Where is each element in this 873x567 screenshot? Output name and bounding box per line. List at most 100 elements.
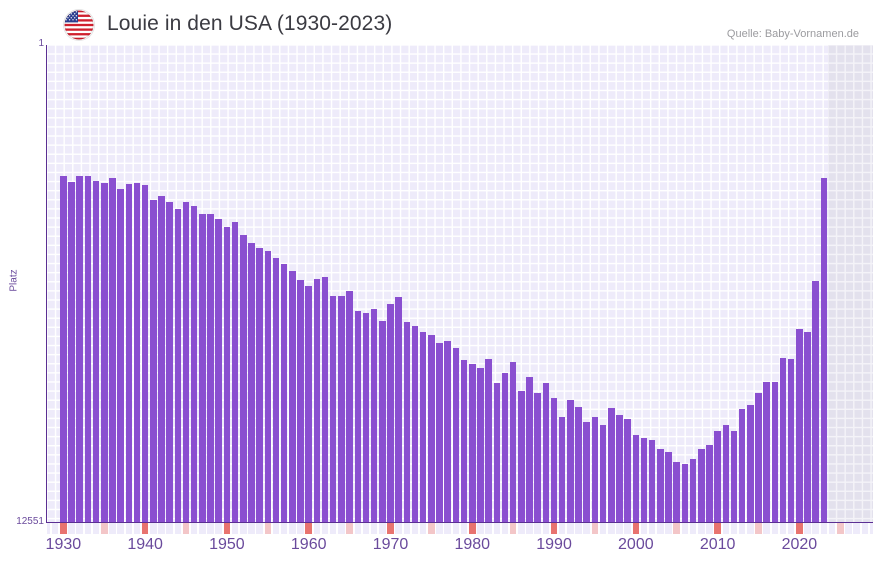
bar[interactable]: [100, 183, 108, 522]
bar[interactable]: [387, 303, 394, 522]
bar[interactable]: [436, 342, 443, 522]
bar[interactable]: [313, 279, 321, 522]
bar[interactable]: [452, 347, 460, 522]
bar[interactable]: [599, 425, 607, 522]
bar[interactable]: [305, 286, 312, 522]
bar[interactable]: [583, 422, 591, 522]
bar[interactable]: [289, 271, 296, 522]
bar[interactable]: [665, 452, 672, 522]
bar[interactable]: [125, 184, 133, 522]
bar[interactable]: [223, 227, 231, 522]
x-tick-cell: [264, 523, 272, 534]
bar[interactable]: [509, 362, 517, 522]
bar[interactable]: [240, 235, 247, 522]
bar[interactable]: [714, 430, 721, 522]
bar[interactable]: [215, 219, 222, 522]
bar[interactable]: [697, 448, 705, 522]
bar[interactable]: [338, 295, 345, 522]
bar[interactable]: [591, 417, 599, 522]
bar[interactable]: [730, 431, 738, 522]
bar[interactable]: [624, 419, 631, 522]
bar[interactable]: [534, 392, 541, 522]
bar[interactable]: [150, 200, 157, 522]
bar[interactable]: [755, 392, 762, 522]
x-tick-cell: [558, 523, 566, 534]
bar[interactable]: [60, 175, 67, 522]
bar[interactable]: [706, 444, 713, 522]
x-axis-tick-label: 2010: [699, 536, 736, 553]
bar[interactable]: [280, 263, 288, 522]
bar[interactable]: [444, 340, 451, 522]
bar[interactable]: [738, 409, 746, 522]
bar[interactable]: [558, 416, 566, 522]
bar[interactable]: [297, 279, 304, 522]
bar[interactable]: [518, 390, 525, 522]
bar[interactable]: [419, 331, 427, 522]
bar[interactable]: [141, 185, 149, 522]
bar[interactable]: [477, 368, 484, 522]
bar[interactable]: [92, 180, 100, 522]
bar[interactable]: [370, 308, 378, 522]
bar[interactable]: [820, 178, 828, 522]
bar[interactable]: [608, 407, 615, 522]
bar[interactable]: [329, 295, 337, 522]
bar[interactable]: [796, 328, 803, 522]
bar[interactable]: [575, 407, 582, 522]
bar[interactable]: [68, 182, 75, 522]
bar[interactable]: [362, 312, 370, 522]
bar[interactable]: [248, 242, 255, 522]
x-tick-cell: [452, 523, 460, 534]
bar[interactable]: [804, 331, 811, 522]
bar[interactable]: [681, 463, 689, 522]
bar[interactable]: [763, 382, 770, 522]
bar[interactable]: [632, 434, 640, 522]
bar[interactable]: [460, 360, 468, 522]
bar[interactable]: [673, 462, 680, 522]
bar[interactable]: [812, 281, 819, 522]
bar[interactable]: [771, 382, 779, 522]
bar[interactable]: [158, 196, 165, 522]
x-tick-cell: [338, 523, 345, 534]
bar[interactable]: [689, 459, 697, 522]
bar[interactable]: [526, 376, 533, 522]
bar[interactable]: [468, 363, 476, 522]
bar[interactable]: [190, 206, 198, 522]
bar[interactable]: [485, 358, 492, 522]
bar[interactable]: [648, 439, 656, 522]
bar[interactable]: [354, 311, 362, 522]
bar[interactable]: [84, 175, 92, 522]
bar[interactable]: [550, 398, 558, 522]
bar[interactable]: [787, 358, 795, 522]
bar[interactable]: [272, 257, 280, 522]
bar[interactable]: [657, 449, 664, 522]
x-tick-cell: [411, 523, 419, 534]
bar[interactable]: [501, 372, 509, 522]
bar[interactable]: [199, 213, 206, 522]
bar[interactable]: [379, 320, 386, 522]
bar[interactable]: [542, 383, 550, 522]
bar[interactable]: [403, 322, 411, 522]
bar[interactable]: [174, 209, 182, 522]
bar[interactable]: [256, 247, 263, 522]
bar[interactable]: [109, 177, 116, 522]
bar[interactable]: [395, 296, 402, 522]
bar[interactable]: [616, 414, 623, 522]
bar[interactable]: [264, 250, 272, 522]
bar[interactable]: [133, 182, 141, 522]
bar[interactable]: [493, 383, 501, 522]
bar[interactable]: [567, 399, 574, 522]
bar[interactable]: [747, 404, 754, 522]
bar[interactable]: [640, 437, 648, 522]
bar[interactable]: [166, 201, 173, 522]
bar[interactable]: [722, 424, 730, 522]
bar[interactable]: [117, 188, 124, 522]
bar[interactable]: [346, 290, 353, 522]
bar[interactable]: [76, 176, 83, 522]
bar[interactable]: [411, 326, 419, 522]
bar[interactable]: [207, 213, 214, 522]
bar[interactable]: [231, 222, 239, 522]
bar[interactable]: [428, 335, 435, 522]
bar[interactable]: [321, 277, 329, 522]
bar[interactable]: [182, 202, 190, 522]
bar[interactable]: [779, 358, 787, 522]
